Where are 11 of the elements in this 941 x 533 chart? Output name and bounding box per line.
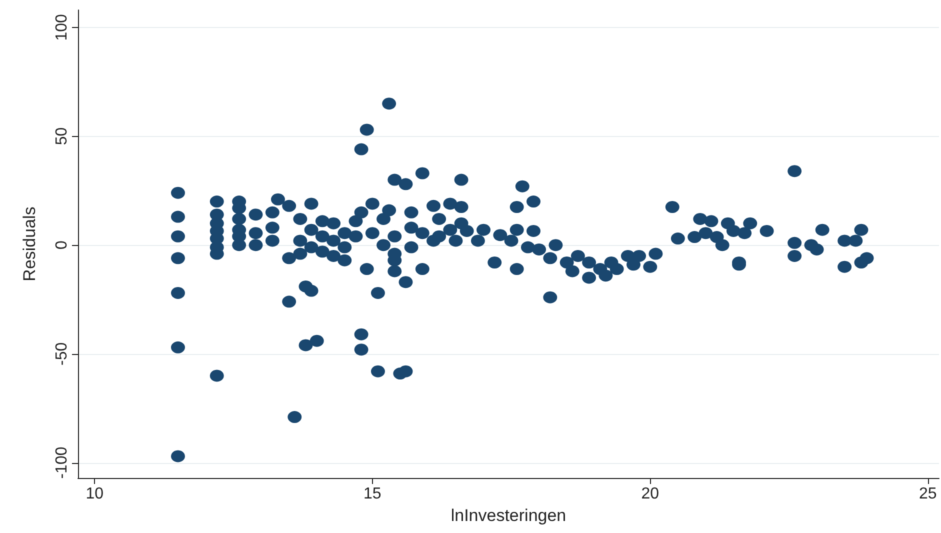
- x-tick-label: 15: [364, 486, 382, 502]
- y-tick-label: -50: [54, 342, 70, 366]
- y-tick-label: 50: [54, 127, 70, 146]
- x-tick-label: 20: [641, 486, 660, 502]
- y-tick-label: 0: [54, 240, 70, 250]
- y-tick-label: 100: [54, 14, 70, 41]
- x-tick-label: 10: [86, 486, 104, 502]
- y-tick-label: -100: [54, 446, 70, 479]
- x-axis-title: lnInvesteringen: [450, 506, 566, 525]
- y-axis-title: Residuals: [20, 206, 39, 282]
- x-tick-label: 25: [918, 486, 937, 502]
